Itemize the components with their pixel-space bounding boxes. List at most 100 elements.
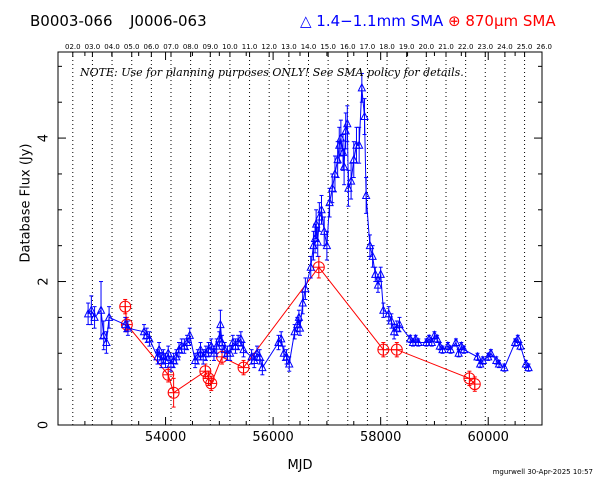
- data-point: [228, 337, 238, 347]
- year-gridlines: [72, 52, 526, 425]
- x-tick-label: 60000: [468, 430, 509, 445]
- y-tick-label: 2: [37, 277, 52, 285]
- data-point: [360, 111, 369, 121]
- data-point: [258, 362, 267, 372]
- source-name: B0003-066: [30, 12, 113, 30]
- data-point: [524, 362, 533, 372]
- data-point: [99, 330, 109, 339]
- top-axis-label: 04.0: [104, 43, 120, 51]
- data-point: [87, 305, 96, 314]
- data-point: [376, 269, 385, 278]
- data-point: [284, 358, 294, 368]
- data-point: [220, 344, 230, 354]
- data-point: [252, 348, 262, 357]
- data-point: [395, 319, 404, 329]
- data-point: [346, 175, 356, 185]
- top-axis-label: 16.0: [340, 43, 356, 51]
- top-axis-label: 25.0: [517, 43, 533, 51]
- data-point: [317, 204, 326, 214]
- data-point: [361, 190, 371, 199]
- top-axis-label: 23.0: [477, 43, 493, 51]
- plot-frame: [57, 51, 543, 426]
- top-axis-label: 15.0: [320, 43, 336, 51]
- top-axis-label: 13.0: [281, 43, 297, 51]
- data-point: [344, 183, 353, 192]
- top-axis-label: 07.0: [163, 43, 179, 51]
- data-point: [327, 183, 337, 192]
- data-point: [276, 333, 286, 343]
- data-point: [255, 351, 264, 361]
- data-point: [139, 326, 149, 336]
- y-tick-label: 4: [37, 134, 52, 142]
- data-point: [432, 333, 442, 343]
- top-axis-label: 19.0: [399, 43, 415, 51]
- data-point: [339, 161, 349, 171]
- series-870um: [119, 255, 481, 408]
- data-point: [414, 337, 423, 347]
- data-point: [446, 344, 455, 354]
- top-axis-label: 14.0: [301, 43, 317, 51]
- data-point: [516, 340, 525, 350]
- x-tick-label: 54000: [145, 430, 186, 445]
- data-point: [370, 269, 380, 278]
- series-1mm: [83, 73, 533, 376]
- top-axis-label: 21.0: [438, 43, 454, 51]
- data-point: [295, 323, 305, 332]
- data-point: [338, 147, 348, 156]
- data-point: [236, 333, 246, 343]
- data-point: [96, 305, 106, 314]
- x-tick-label: 58000: [360, 430, 401, 445]
- top-axis-label: 20.0: [419, 43, 435, 51]
- data-point: [343, 118, 352, 128]
- data-point: [368, 251, 377, 260]
- top-axis-label: 05.0: [124, 43, 140, 51]
- y-tick-label: 0: [37, 421, 52, 429]
- top-axis-label: 18.0: [379, 43, 395, 51]
- data-point: [387, 315, 396, 325]
- data-point: [473, 351, 482, 361]
- top-axis-label: 22.0: [458, 43, 474, 51]
- top-axis-label: 03.0: [85, 43, 101, 51]
- data-point: [279, 348, 289, 357]
- top-axis-label: 11.0: [242, 43, 258, 51]
- top-axis-label: 08.0: [183, 43, 199, 51]
- data-point: [298, 297, 307, 307]
- data-point: [373, 280, 383, 289]
- data-point: [301, 283, 310, 293]
- data-point: [123, 323, 133, 332]
- data-point: [486, 348, 496, 357]
- data-point: [357, 82, 367, 92]
- y-axis-label: Database Flux (Jy): [18, 143, 34, 263]
- data-point: [306, 262, 316, 271]
- data-point: [239, 344, 248, 354]
- data-point: [311, 219, 321, 228]
- data-point: [154, 344, 164, 354]
- legend-1mm: △ 1.4−1.1mm SMA: [300, 12, 444, 30]
- data-point: [354, 140, 364, 149]
- data-point: [494, 358, 504, 368]
- top-axis-label: 09.0: [203, 43, 219, 51]
- data-point: [513, 333, 523, 343]
- data-point: [102, 337, 111, 347]
- top-axis-label: 10.0: [222, 43, 238, 51]
- data-point: [163, 348, 173, 357]
- data-point: [104, 312, 114, 321]
- data-point: [145, 333, 154, 343]
- data-point: [142, 330, 152, 339]
- data-point: [90, 312, 99, 321]
- data-point: [322, 240, 332, 250]
- footer-stamp: mgurwell 30-Apr-2025 10:57: [492, 468, 593, 476]
- top-axis-label: 24.0: [497, 43, 513, 51]
- data-point: [349, 154, 359, 164]
- legend-870um: ⊕ 870μm SMA: [448, 12, 556, 30]
- top-axis-label: 02.0: [65, 43, 81, 51]
- data-point: [225, 348, 235, 357]
- planning-note: NOTE: Use for planning purposes ONLY! Se…: [80, 66, 464, 79]
- series-line: [87, 87, 529, 369]
- x-tick-label: 56000: [252, 430, 293, 445]
- data-point: [185, 330, 195, 339]
- data-point: [330, 168, 340, 178]
- data-point: [379, 305, 388, 314]
- data-point: [500, 362, 509, 372]
